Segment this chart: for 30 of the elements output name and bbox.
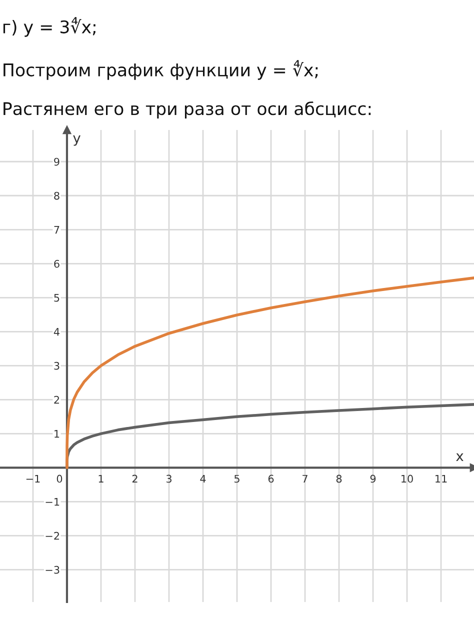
x-tick-label: −1 bbox=[26, 474, 40, 483]
y-axis-title: y bbox=[73, 135, 80, 146]
x-tick-label: 4 bbox=[200, 474, 206, 483]
y-tick-label: 4 bbox=[54, 328, 60, 336]
x-tick-label: 8 bbox=[336, 474, 342, 483]
x-tick-label: 1 bbox=[98, 474, 104, 483]
x-tick-label: 5 bbox=[234, 474, 240, 483]
x-tick-label: 6 bbox=[268, 474, 274, 483]
x-tick-label: 0 bbox=[56, 474, 62, 483]
text: Растянем его в три раза от оси абсцисс: bbox=[4, 101, 371, 119]
y-tick-label: 7 bbox=[54, 226, 60, 234]
y-tick-label: 8 bbox=[54, 192, 60, 200]
y-tick-label: −1 bbox=[46, 498, 60, 506]
chart-subtitle: Построим график функции y = ∜x; bbox=[4, 60, 318, 80]
x-tick-label: 7 bbox=[302, 474, 308, 483]
y-tick-label: 2 bbox=[54, 396, 59, 404]
y-tick-label: −2 bbox=[46, 532, 59, 540]
x-tick-label: 2 bbox=[132, 474, 138, 483]
x-tick-label: 3 bbox=[166, 474, 172, 483]
x-tick-label: 10 bbox=[402, 474, 413, 483]
y-tick-label: 5 bbox=[54, 294, 60, 302]
y-tick-label: 9 bbox=[54, 158, 60, 166]
y-tick-label: 1 bbox=[54, 430, 60, 438]
chart-title: г) y = 3∜x; bbox=[3, 17, 96, 37]
y-tick-label: −3 bbox=[46, 566, 60, 574]
y-tick-label: 6 bbox=[54, 260, 60, 268]
x-tick-label: 9 bbox=[370, 474, 376, 483]
y-tick-label: 3 bbox=[54, 362, 60, 370]
x-tick-label: 11 bbox=[436, 474, 447, 483]
x-axis-title: x bbox=[456, 453, 464, 462]
